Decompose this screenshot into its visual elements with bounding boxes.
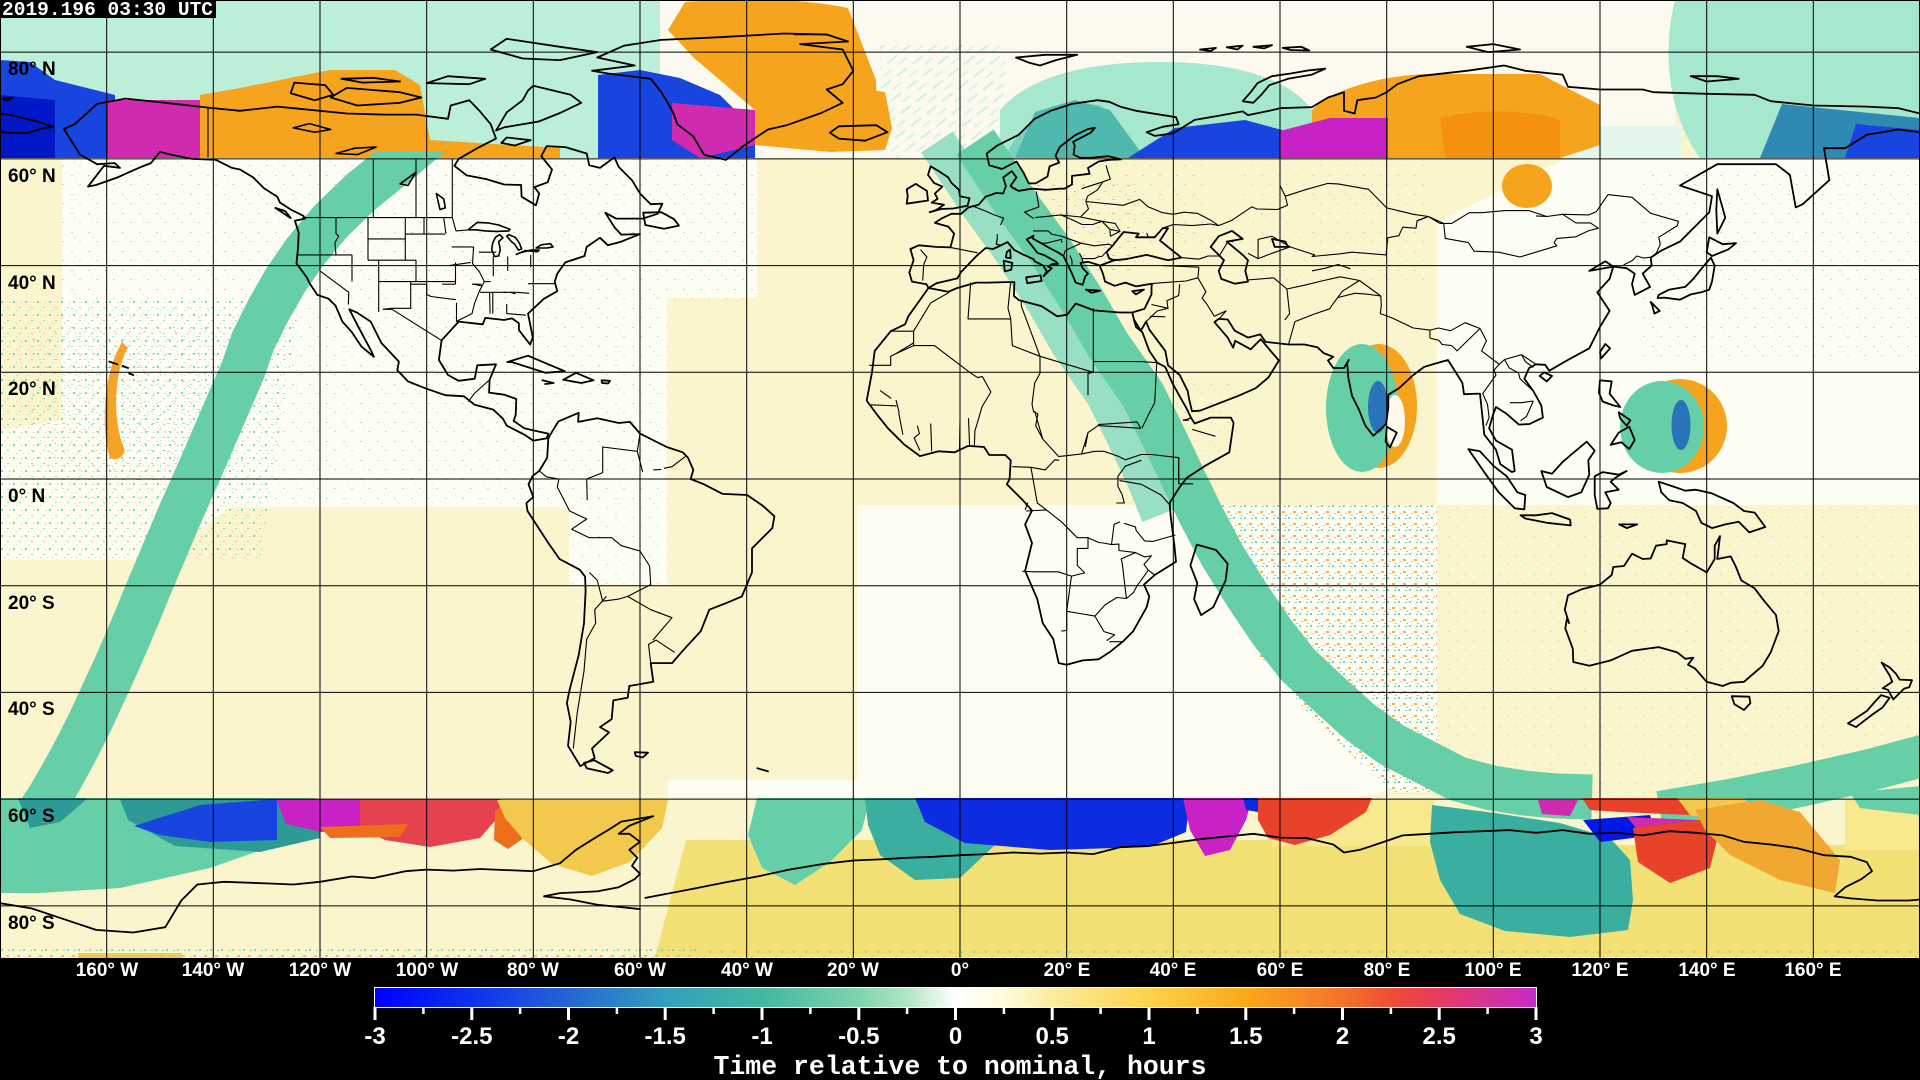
svg-text:3: 3 xyxy=(1529,1023,1542,1050)
svg-text:1.5: 1.5 xyxy=(1229,1023,1262,1050)
svg-text:20° N: 20° N xyxy=(8,379,56,400)
svg-text:-0.5: -0.5 xyxy=(838,1023,879,1050)
svg-text:80° S: 80° S xyxy=(8,913,55,934)
svg-text:60° N: 60° N xyxy=(8,166,56,187)
svg-text:100° E: 100° E xyxy=(1464,960,1521,981)
svg-text:40° N: 40° N xyxy=(8,273,56,294)
svg-text:40° E: 40° E xyxy=(1150,960,1197,981)
svg-text:160° E: 160° E xyxy=(1784,960,1841,981)
svg-text:40° W: 40° W xyxy=(721,960,773,981)
svg-text:120° E: 120° E xyxy=(1571,960,1628,981)
svg-text:40° S: 40° S xyxy=(8,699,55,720)
svg-text:-1: -1 xyxy=(751,1023,772,1050)
svg-text:1: 1 xyxy=(1142,1023,1155,1050)
svg-text:0° N: 0° N xyxy=(8,486,45,507)
svg-text:120° W: 120° W xyxy=(289,960,352,981)
svg-text:-2.5: -2.5 xyxy=(451,1023,492,1050)
svg-text:60° E: 60° E xyxy=(1257,960,1304,981)
svg-text:0.5: 0.5 xyxy=(1036,1023,1069,1050)
svg-text:-3: -3 xyxy=(364,1023,385,1050)
svg-text:2.5: 2.5 xyxy=(1423,1023,1456,1050)
svg-text:140° E: 140° E xyxy=(1678,960,1735,981)
svg-text:60° S: 60° S xyxy=(8,806,55,827)
svg-text:160° W: 160° W xyxy=(76,960,139,981)
svg-text:2019.196 03:30 UTC: 2019.196 03:30 UTC xyxy=(2,0,213,21)
svg-text:20° E: 20° E xyxy=(1044,960,1091,981)
svg-text:0°: 0° xyxy=(951,960,969,981)
svg-text:Time relative to nominal, hour: Time relative to nominal, hours xyxy=(714,1052,1207,1080)
svg-text:2: 2 xyxy=(1336,1023,1349,1050)
svg-text:140° W: 140° W xyxy=(182,960,245,981)
svg-text:80° N: 80° N xyxy=(8,59,56,80)
svg-text:-2: -2 xyxy=(558,1023,579,1050)
svg-text:-1.5: -1.5 xyxy=(645,1023,686,1050)
svg-text:0: 0 xyxy=(949,1023,962,1050)
svg-text:20° W: 20° W xyxy=(827,960,879,981)
svg-text:20° S: 20° S xyxy=(8,593,55,614)
svg-text:100° W: 100° W xyxy=(396,960,459,981)
svg-text:80° E: 80° E xyxy=(1364,960,1411,981)
svg-text:60° W: 60° W xyxy=(614,960,666,981)
svg-text:80° W: 80° W xyxy=(507,960,559,981)
